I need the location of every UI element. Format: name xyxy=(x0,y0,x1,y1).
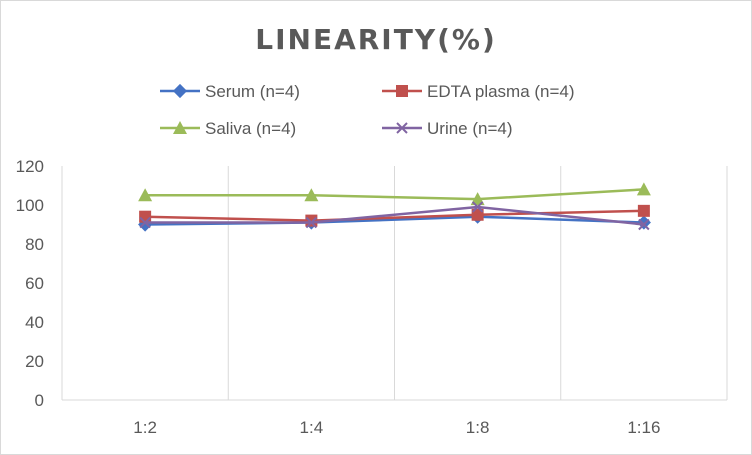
series-line-saliva xyxy=(145,188,644,201)
x-tick-label: 1:16 xyxy=(627,418,660,437)
data-point-edta-plasma xyxy=(637,204,650,217)
data-point-saliva xyxy=(304,188,319,202)
x-tick-label: 1:8 xyxy=(466,418,490,437)
data-point-edta-plasma xyxy=(471,208,484,221)
legend-item-edta-plasma: EDTA plasma (n=4) xyxy=(382,82,575,101)
legend-label-serum: Serum (n=4) xyxy=(205,82,300,101)
data-point-edta-plasma xyxy=(139,210,152,223)
legend-marker-urine xyxy=(396,122,408,134)
data-point-saliva xyxy=(636,182,651,196)
legend-item-saliva: Saliva (n=4) xyxy=(160,119,296,138)
data-point-urine xyxy=(305,216,318,229)
y-tick-label: 100 xyxy=(16,196,44,215)
data-point-urine xyxy=(638,218,650,231)
legend-label-urine: Urine (n=4) xyxy=(427,119,513,138)
plot-area: 0 20 40 60 80 100 120 1:2 1:4 1:8 1:16 xyxy=(16,157,728,437)
legend-marker-edta-plasma xyxy=(396,85,408,97)
y-tick-label: 60 xyxy=(25,274,44,293)
legend-marker-saliva xyxy=(173,121,187,134)
data-point-serum xyxy=(636,215,651,230)
data-point-saliva xyxy=(470,192,485,206)
chart-title: LINEARITY(%) xyxy=(255,23,497,56)
y-tick-label: 0 xyxy=(35,391,44,410)
legend-item-serum: Serum (n=4) xyxy=(160,82,300,101)
data-point-urine xyxy=(471,201,484,213)
legend-item-urine: Urine (n=4) xyxy=(382,119,513,138)
y-tick-label: 20 xyxy=(25,352,44,371)
y-tick-label: 120 xyxy=(16,157,44,176)
data-point-saliva xyxy=(138,188,153,202)
x-tick-label: 1:4 xyxy=(300,418,324,437)
y-tick-label: 40 xyxy=(25,313,44,332)
legend-label-edta-plasma: EDTA plasma (n=4) xyxy=(427,82,575,101)
y-tick-label: 80 xyxy=(25,235,44,254)
legend-label-saliva: Saliva (n=4) xyxy=(205,119,296,138)
legend-marker-serum xyxy=(172,83,188,99)
data-point-edta-plasma xyxy=(305,214,318,227)
x-tick-label: 1:2 xyxy=(133,418,157,437)
series-line-edta-plasma xyxy=(145,209,644,222)
legend: Serum (n=4) EDTA plasma (n=4) Saliva (n=… xyxy=(160,82,575,138)
data-point-urine xyxy=(139,216,151,229)
series-line-urine xyxy=(145,205,645,226)
